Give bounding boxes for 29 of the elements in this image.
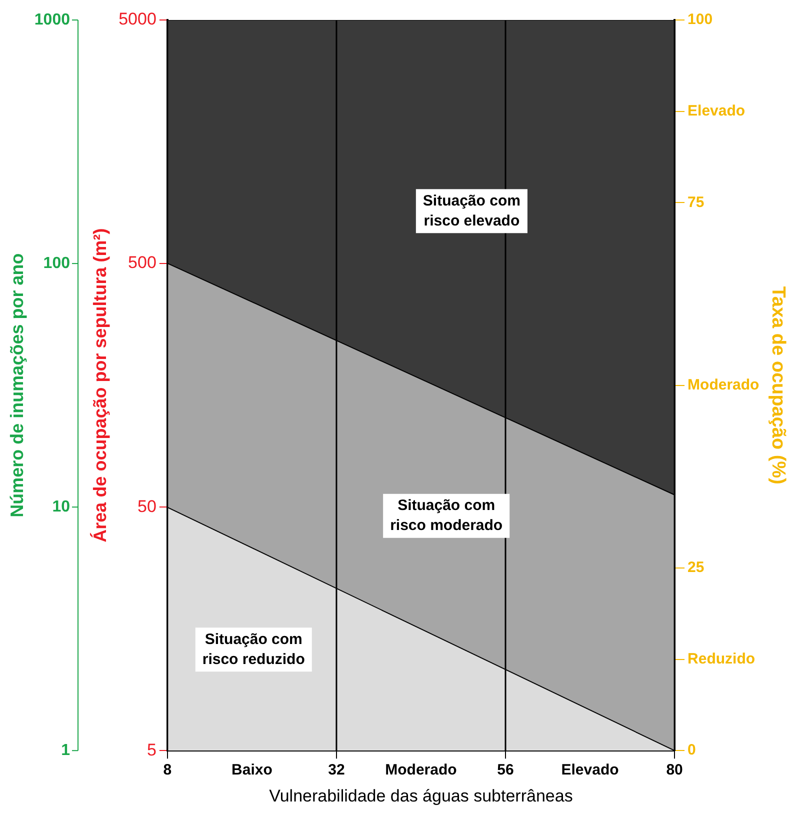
y2-tick-label: Elevado [688,102,746,120]
x-tick-label: 80 [666,762,683,779]
y2-axis-title: Taxa de ocupação (%) [767,286,788,484]
x-tick-label: Baixo [232,762,272,779]
x-tick-label: Moderado [385,762,457,779]
series-label: Situação com risco reduzido [202,630,305,668]
text: 100 [43,254,70,272]
x-tick-label: 56 [497,762,514,779]
x-tick-label: Elevado [561,762,619,779]
y2-tick-label: 0 [688,742,696,759]
y-tick-label: 5 [146,740,156,760]
text: 10 [52,498,70,516]
y2-tick-label: 75 [688,194,704,211]
x-axis-title: Vulnerabilidade das águas subterrâneas [269,786,573,806]
text: Número de inumações por ano [6,253,27,518]
text: 1000 [34,11,70,28]
y-tick-label: 50 [137,496,156,516]
text: 1 [61,742,70,760]
y2-tick-label: Moderado [688,376,760,394]
y2-tick-label: 25 [688,559,704,576]
y-axis-title: Área de ocupação por sepultura (m²) [90,228,110,542]
x-tick-label: 8 [163,762,172,779]
y2-tick-label: Reduzido [688,650,756,668]
x-tick-label: 32 [328,762,345,779]
y-tick-label: 500 [128,253,156,272]
y-tick-label: 5000 [118,10,156,29]
series-label: Situação com risco moderado [390,497,503,534]
series-label: Situação com risco elevado [422,192,520,230]
y2-tick-label: 100 [688,11,713,28]
